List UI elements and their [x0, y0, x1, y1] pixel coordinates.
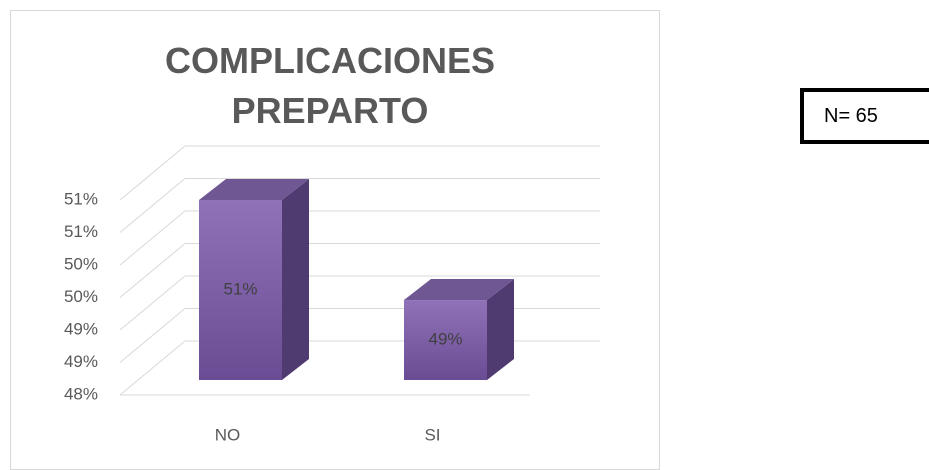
chart-title: COMPLICACIONES PREPARTO [164, 40, 495, 131]
bar-top [199, 178, 309, 200]
data-label: 51% [223, 279, 257, 298]
grid-line [119, 210, 600, 266]
bar [199, 199, 282, 380]
grid-line [119, 243, 600, 298]
grid-line [119, 308, 600, 363]
y-tick-label: 50% [64, 287, 98, 306]
data-label: 49% [428, 330, 462, 349]
x-tick-label: SI [424, 425, 440, 444]
y-tick-label: 48% [64, 384, 98, 403]
grid-line [119, 178, 600, 233]
y-tick-label: 51% [64, 222, 98, 241]
bar-top [404, 279, 514, 301]
bar-side [282, 178, 309, 380]
x-tick-label: NO [215, 425, 241, 444]
bar [404, 300, 487, 380]
grid-line [119, 145, 600, 201]
y-tick-label: 51% [64, 189, 98, 208]
grid-line [119, 275, 600, 331]
y-tick-label: 49% [64, 352, 98, 371]
sample-size-box: N= 65 [800, 88, 929, 144]
y-tick-label: 50% [64, 254, 98, 273]
grid-line [119, 340, 600, 396]
bar-side [487, 279, 514, 380]
y-tick-label: 49% [64, 319, 98, 338]
